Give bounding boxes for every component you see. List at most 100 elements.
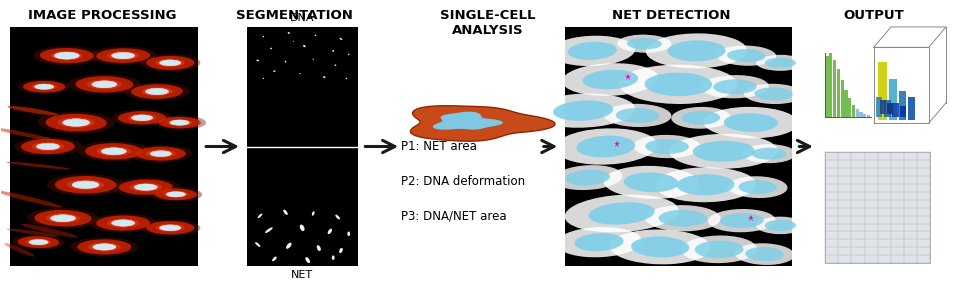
Text: SINGLE-CELL
ANALYSIS: SINGLE-CELL ANALYSIS xyxy=(440,9,535,38)
Bar xyxy=(875,97,882,117)
Ellipse shape xyxy=(317,245,321,251)
Ellipse shape xyxy=(604,166,698,199)
Ellipse shape xyxy=(23,81,66,93)
Ellipse shape xyxy=(645,205,721,231)
Ellipse shape xyxy=(97,146,131,156)
Ellipse shape xyxy=(146,88,169,95)
Ellipse shape xyxy=(140,219,200,236)
Bar xyxy=(833,59,837,117)
Ellipse shape xyxy=(107,219,139,228)
Ellipse shape xyxy=(645,139,689,154)
Text: NET: NET xyxy=(291,270,313,280)
Ellipse shape xyxy=(724,113,778,132)
Ellipse shape xyxy=(154,115,206,130)
Ellipse shape xyxy=(0,128,57,142)
Ellipse shape xyxy=(50,51,83,60)
Ellipse shape xyxy=(32,142,64,151)
Ellipse shape xyxy=(8,106,58,115)
Bar xyxy=(898,91,906,120)
Ellipse shape xyxy=(131,84,183,99)
Bar xyxy=(908,97,915,120)
Bar xyxy=(867,115,870,117)
Ellipse shape xyxy=(752,148,786,160)
Bar xyxy=(884,100,891,117)
Ellipse shape xyxy=(624,173,678,192)
Ellipse shape xyxy=(40,48,94,63)
Ellipse shape xyxy=(258,214,263,218)
Ellipse shape xyxy=(562,63,659,96)
Ellipse shape xyxy=(682,111,720,125)
Ellipse shape xyxy=(293,41,294,42)
Ellipse shape xyxy=(756,55,805,71)
Ellipse shape xyxy=(727,176,787,198)
Ellipse shape xyxy=(29,239,48,245)
Ellipse shape xyxy=(7,229,59,236)
Ellipse shape xyxy=(90,214,156,233)
Text: P2: DNA deformation: P2: DNA deformation xyxy=(401,175,526,188)
Ellipse shape xyxy=(744,84,804,104)
Ellipse shape xyxy=(155,188,197,200)
Ellipse shape xyxy=(112,220,135,226)
Ellipse shape xyxy=(141,87,173,96)
Ellipse shape xyxy=(97,48,150,63)
Ellipse shape xyxy=(63,119,90,126)
Ellipse shape xyxy=(676,174,734,195)
Ellipse shape xyxy=(38,112,115,134)
Ellipse shape xyxy=(101,148,127,155)
Ellipse shape xyxy=(659,210,707,226)
Ellipse shape xyxy=(26,239,51,246)
Ellipse shape xyxy=(550,36,635,66)
Ellipse shape xyxy=(163,191,188,198)
Text: OUTPUT: OUTPUT xyxy=(843,9,904,23)
Text: DNA: DNA xyxy=(290,13,314,23)
Ellipse shape xyxy=(156,59,185,67)
Ellipse shape xyxy=(150,187,202,202)
Ellipse shape xyxy=(346,78,348,79)
Ellipse shape xyxy=(90,47,156,65)
Ellipse shape xyxy=(312,211,315,216)
Ellipse shape xyxy=(568,42,616,60)
Ellipse shape xyxy=(285,61,286,63)
Ellipse shape xyxy=(299,224,304,231)
Ellipse shape xyxy=(150,151,171,156)
Ellipse shape xyxy=(617,35,671,53)
Ellipse shape xyxy=(5,243,35,257)
Ellipse shape xyxy=(35,210,92,226)
Ellipse shape xyxy=(20,224,78,238)
Ellipse shape xyxy=(588,202,655,225)
Ellipse shape xyxy=(273,70,275,72)
Bar xyxy=(856,109,859,117)
Ellipse shape xyxy=(50,215,75,222)
Bar xyxy=(825,152,929,263)
Ellipse shape xyxy=(140,54,200,71)
Ellipse shape xyxy=(107,51,139,60)
Ellipse shape xyxy=(112,178,180,197)
Ellipse shape xyxy=(146,149,176,158)
Ellipse shape xyxy=(265,227,272,233)
Bar xyxy=(899,106,906,117)
Ellipse shape xyxy=(619,65,737,104)
Text: P3: DNA/NET area: P3: DNA/NET area xyxy=(401,210,506,223)
Ellipse shape xyxy=(67,180,104,190)
Ellipse shape xyxy=(554,100,613,121)
Ellipse shape xyxy=(615,108,660,123)
Ellipse shape xyxy=(727,49,766,62)
Ellipse shape xyxy=(158,117,201,128)
Text: IMAGE PROCESSING: IMAGE PROCESSING xyxy=(28,9,176,23)
Ellipse shape xyxy=(13,235,65,250)
Ellipse shape xyxy=(32,83,57,90)
Ellipse shape xyxy=(167,119,192,126)
Ellipse shape xyxy=(7,162,71,169)
Ellipse shape xyxy=(263,78,264,79)
Ellipse shape xyxy=(734,243,794,265)
Ellipse shape xyxy=(54,52,79,59)
Ellipse shape xyxy=(283,209,288,215)
Ellipse shape xyxy=(633,135,700,158)
Ellipse shape xyxy=(742,144,796,163)
Ellipse shape xyxy=(85,143,143,159)
Ellipse shape xyxy=(58,117,95,128)
Ellipse shape xyxy=(263,36,264,37)
Ellipse shape xyxy=(112,52,135,59)
Ellipse shape xyxy=(97,215,150,231)
Ellipse shape xyxy=(45,213,80,223)
